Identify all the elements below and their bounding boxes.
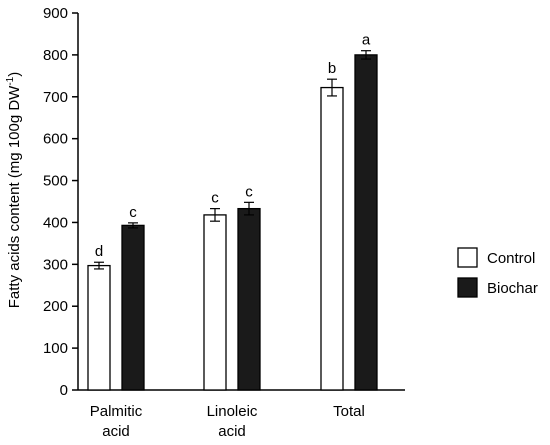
- x-tick-label: Palmitic: [90, 403, 143, 420]
- bar-control: [203, 214, 227, 391]
- x-tick-label: Total: [333, 403, 365, 420]
- legend-label-control: Control: [487, 250, 535, 267]
- y-tick-label: 700: [43, 89, 68, 106]
- bar-control: [320, 86, 344, 391]
- y-tick-label: 300: [43, 256, 68, 273]
- y-tick-label: 200: [43, 298, 68, 315]
- significance-letter: d: [95, 243, 103, 260]
- y-tick-label: 900: [43, 5, 68, 22]
- significance-letter: c: [245, 183, 253, 200]
- y-tick-label: 100: [43, 340, 68, 357]
- legend-label-biochar: Biochar: [487, 280, 538, 297]
- significance-letter: c: [129, 204, 137, 221]
- y-axis-label-close: ): [6, 72, 23, 77]
- x-tick-label-line2: acid: [218, 423, 246, 440]
- bar-biochar: [121, 224, 145, 391]
- x-tick-label-line2: acid: [102, 423, 130, 440]
- y-tick-label: 0: [60, 382, 68, 399]
- significance-letter: c: [211, 190, 219, 207]
- y-axis-ticks: 0 100 200 300 400 500 600 700 800 900: [43, 5, 78, 399]
- significance-letter: a: [362, 32, 371, 49]
- y-axis-label-superscript: -1: [5, 76, 16, 85]
- bar-control: [87, 264, 111, 391]
- bar-biochar: [354, 54, 378, 391]
- legend-swatch-control: [457, 247, 478, 268]
- legend: Control Biochar: [457, 247, 538, 298]
- y-axis-label-main: Fatty acids content (mg 100g DW: [6, 85, 23, 308]
- x-axis-labels: Palmitic acid Linoleic acid Total: [90, 403, 365, 440]
- bar-biochar: [237, 207, 261, 391]
- bars: d c b c c a: [87, 32, 378, 391]
- y-tick-label: 400: [43, 214, 68, 231]
- y-tick-label: 500: [43, 173, 68, 190]
- x-tick-label: Linoleic: [207, 403, 258, 420]
- y-axis-label: Fatty acids content (mg 100g DW-1): [5, 72, 23, 309]
- legend-swatch-biochar: [457, 277, 478, 298]
- y-tick-label: 600: [43, 131, 68, 148]
- svg-text:Fatty acids content (mg 100g D: Fatty acids content (mg 100g DW-1): [5, 72, 23, 309]
- y-tick-label: 800: [43, 47, 68, 64]
- significance-letter: b: [328, 60, 336, 77]
